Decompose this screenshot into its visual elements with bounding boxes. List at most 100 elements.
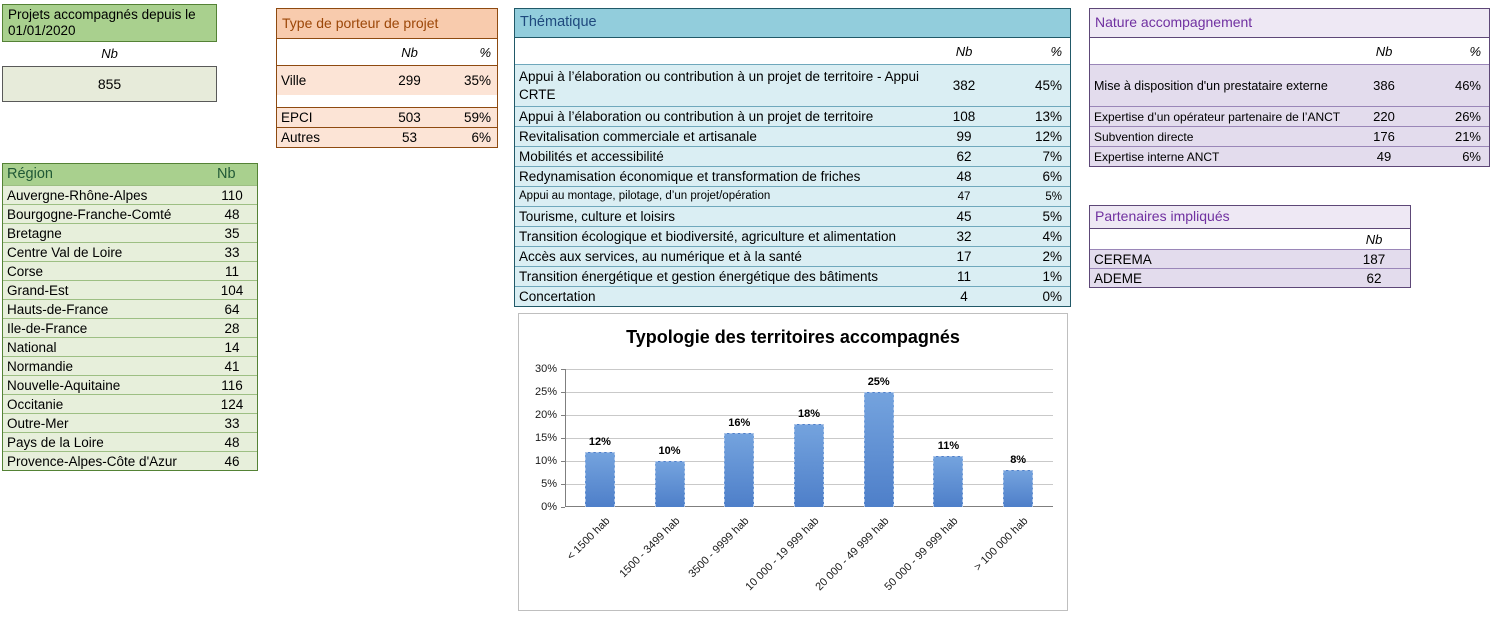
- bar: [654, 461, 685, 507]
- bar: [724, 433, 755, 507]
- pct-cell: 2%: [1042, 249, 1062, 264]
- nb-cell: 11: [956, 269, 971, 284]
- table-row: Normandie 41: [3, 356, 257, 375]
- region-name-cell: Bretagne: [7, 225, 62, 241]
- table-row: Autres 53 6%: [277, 127, 497, 147]
- pct-cell: 13%: [1034, 109, 1062, 124]
- region-name-cell: Outre-Mer: [7, 415, 69, 431]
- nb-cell: 382: [952, 78, 976, 93]
- table-row: Revitalisation commerciale et artisanale…: [515, 126, 1070, 146]
- region-name-cell: Auvergne-Rhône-Alpes: [7, 187, 148, 203]
- region-name-cell: National: [7, 339, 57, 355]
- table-row: Ville 299 35%: [277, 65, 497, 95]
- table-row: Corse 11: [3, 261, 257, 280]
- pct-cell: 0%: [1042, 289, 1062, 304]
- nb-cell: 4: [960, 289, 968, 304]
- region-rows: Auvergne-Rhône-Alpes 110 Bourgogne-Franc…: [3, 185, 257, 470]
- region-name-cell: Corse: [7, 263, 44, 279]
- table-row: Pays de la Loire 48: [3, 432, 257, 451]
- pct-cell: 6%: [1462, 149, 1481, 164]
- region-count-cell: 41: [224, 358, 240, 374]
- nature-name-cell: Subvention directe: [1094, 129, 1194, 144]
- region-name-cell: Hauts-de-France: [7, 301, 109, 317]
- table-row: Transition énergétique et gestion énergé…: [515, 266, 1070, 286]
- y-axis-tick: [561, 461, 565, 462]
- nb-cell: 299: [398, 73, 421, 88]
- nb-column-header: Nb: [955, 43, 973, 59]
- porteur-table: Type de porteur de projet Nb % Ville 299…: [276, 8, 498, 148]
- pct-cell: 59%: [463, 110, 491, 125]
- y-axis-tick: [561, 507, 565, 508]
- bar-value-label: 18%: [797, 408, 821, 421]
- thematique-name-cell: Appui à l’élaboration ou contribution à …: [519, 108, 874, 124]
- region-count-cell: 124: [220, 396, 244, 412]
- partenaire-name-cell: CEREMA: [1094, 251, 1152, 267]
- porteur-type-cell: EPCI: [281, 110, 313, 125]
- table-row: Redynamisation économique et transformat…: [515, 166, 1070, 186]
- pct-column-header: %: [1050, 43, 1062, 59]
- thematique-name-cell: Mobilités et accessibilité: [519, 148, 664, 164]
- y-axis-tick-label: 0%: [541, 501, 557, 513]
- nature-subheader: Nb %: [1090, 38, 1489, 64]
- thematique-name-cell: Tourisme, culture et loisirs: [519, 208, 676, 224]
- nb-cell: 176: [1373, 129, 1395, 144]
- region-table-header: Région Nb: [3, 164, 257, 185]
- nb-cell: 503: [398, 110, 421, 125]
- region-count-cell: 48: [224, 206, 240, 222]
- bar-value-label: 16%: [728, 417, 751, 430]
- region-name-cell: Nouvelle-Aquitaine: [7, 377, 121, 393]
- nb-column-header: Nb: [1365, 231, 1383, 247]
- nature-rows: Mise à disposition d'un prestataire exte…: [1090, 64, 1489, 166]
- porteur-subheader: Nb %: [277, 39, 497, 65]
- region-count-cell: 28: [224, 320, 240, 336]
- table-row: Appui au montage, pilotage, d’un projet/…: [515, 186, 1070, 206]
- partenaires-table-title: Partenaires impliqués: [1090, 206, 1410, 229]
- thematique-name-cell: Transition écologique et biodiversité, a…: [519, 228, 896, 244]
- table-row: Expertise d’un opérateur partenaire de l…: [1090, 106, 1489, 126]
- region-count-cell: 11: [224, 263, 239, 279]
- region-name-cell: Ile-de-France: [7, 320, 88, 336]
- table-row: Nouvelle-Aquitaine 116: [3, 375, 257, 394]
- region-name-cell: Bourgogne-Franche-Comté: [7, 206, 172, 222]
- table-row: EPCI 503 59%: [277, 107, 497, 127]
- table-row: Appui à l’élaboration ou contribution à …: [515, 64, 1070, 106]
- partenaire-name-cell: ADEME: [1094, 270, 1143, 286]
- pct-cell: 35%: [463, 73, 491, 88]
- pct-cell: 6%: [471, 130, 491, 145]
- pct-cell: 6%: [1042, 169, 1062, 184]
- nb-column-header: Nb: [401, 44, 418, 60]
- y-axis-tick-label: 10%: [534, 455, 557, 467]
- region-count-cell: 46: [224, 453, 240, 469]
- pct-cell: 7%: [1042, 149, 1062, 164]
- summary-total-value: 855: [2, 66, 217, 102]
- nb-cell: 386: [1373, 78, 1395, 93]
- y-axis-tick: [561, 392, 565, 393]
- thematique-name-cell: Accès aux services, au numérique et à la…: [519, 248, 802, 264]
- region-count-cell: 33: [224, 244, 240, 260]
- nb-cell: 187: [1362, 251, 1386, 267]
- table-row: Mobilités et accessibilité 62 7%: [515, 146, 1070, 166]
- region-name-cell: Provence-Alpes-Côte d'Azur: [7, 453, 177, 469]
- table-row: Subvention directe 176 21%: [1090, 126, 1489, 146]
- table-row: Bourgogne-Franche-Comté 48: [3, 204, 257, 223]
- nature-table-title: Nature accompagnement: [1090, 9, 1489, 38]
- pct-cell: 5%: [1042, 209, 1062, 224]
- table-row: CEREMA 187: [1090, 249, 1410, 268]
- nb-column-header: Nb: [217, 166, 236, 182]
- nb-cell: 108: [952, 109, 976, 124]
- region-name-cell: Centre Val de Loire: [7, 244, 123, 260]
- nb-cell: 32: [956, 229, 972, 244]
- y-axis-tick: [561, 415, 565, 416]
- summary-title: Projets accompagnés depuis le 01/01/2020: [2, 4, 217, 42]
- table-row: Occitanie 124: [3, 394, 257, 413]
- y-axis-tick: [561, 484, 565, 485]
- region-table: Région Nb Auvergne-Rhône-Alpes 110 Bourg…: [2, 163, 258, 471]
- table-row: Ile-de-France 28: [3, 318, 257, 337]
- thematique-name-cell: Appui au montage, pilotage, d’un projet/…: [519, 190, 771, 203]
- table-row: Appui à l’élaboration ou contribution à …: [515, 106, 1070, 126]
- nb-column-header: Nb: [1375, 43, 1393, 59]
- region-name-cell: Pays de la Loire: [7, 434, 104, 450]
- bar: [584, 451, 615, 507]
- bar-value-label: 10%: [658, 445, 681, 457]
- table-row: Hauts-de-France 64: [3, 299, 257, 318]
